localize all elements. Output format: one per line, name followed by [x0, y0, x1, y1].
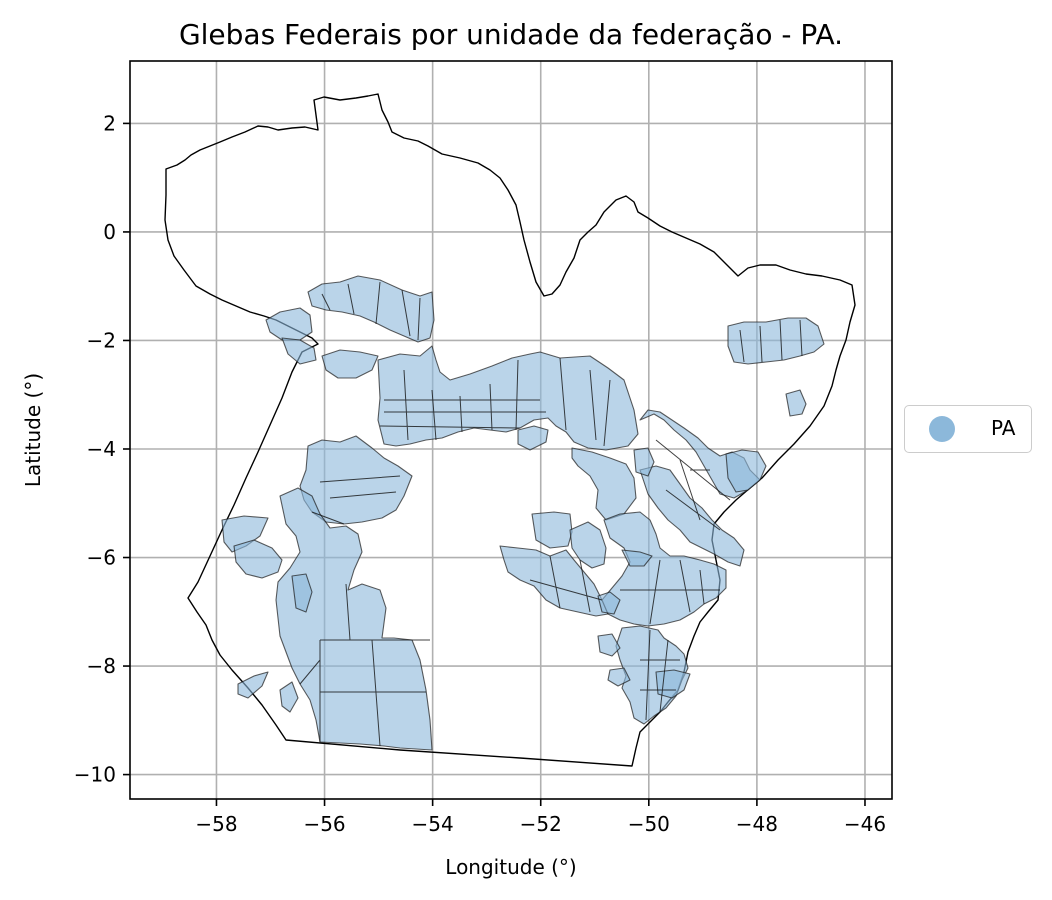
chart-title: Glebas Federais por unidade da federação…: [179, 18, 843, 51]
y-tick-label: −4: [87, 437, 116, 461]
y-tick-label: −2: [87, 328, 116, 352]
x-tick-label: −54: [412, 812, 454, 836]
x-axis-label: Longitude (°): [445, 855, 576, 879]
y-tick-label: 2: [103, 111, 116, 135]
x-tick-label: −48: [736, 812, 778, 836]
x-tick-label: −52: [520, 812, 562, 836]
glebas-layer: [221, 275, 825, 751]
x-tick-label: −58: [195, 812, 237, 836]
x-tick-label: −46: [844, 812, 886, 836]
map-layer: [164, 93, 856, 767]
y-tick-label: −10: [74, 763, 116, 787]
y-tick-label: 0: [103, 220, 116, 244]
gleba-boundaries: [299, 281, 803, 747]
plot-frame: [129, 60, 893, 800]
legend: PA: [904, 405, 1032, 453]
x-tick-label: −56: [303, 812, 345, 836]
y-axis-label: Latitude (°): [21, 373, 45, 487]
axis-ticks: −58 −56 −54 −52 −50 −48 −46 2 0 −2 −4 −6 −8 −10: [74, 111, 886, 836]
legend-marker-icon: [929, 416, 955, 442]
x-tick-label: −50: [628, 812, 670, 836]
y-tick-label: −8: [87, 654, 116, 678]
legend-label: PA: [991, 416, 1016, 440]
y-tick-label: −6: [87, 546, 116, 570]
state-outline-pa: [164, 93, 856, 767]
